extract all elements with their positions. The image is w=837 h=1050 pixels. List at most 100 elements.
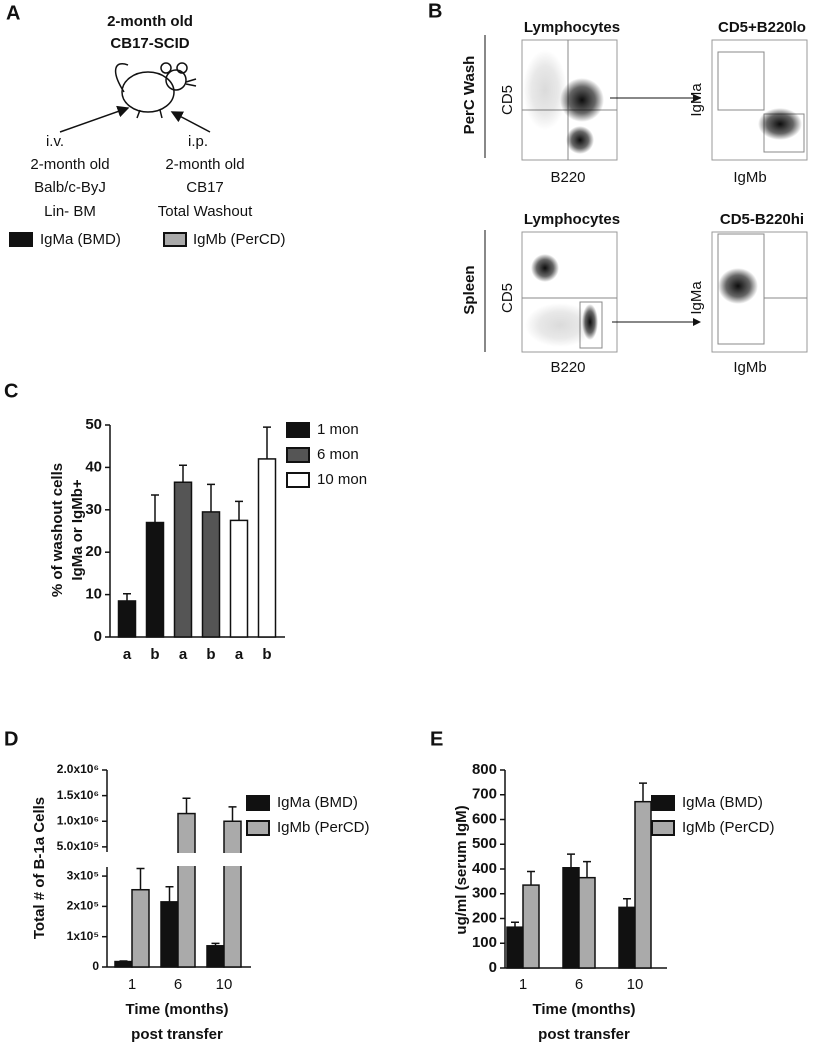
y-tick-label: 5.0x10⁵ (57, 839, 99, 853)
cell-cluster (718, 268, 758, 304)
plot-frame (521, 39, 618, 161)
panel-a: 2-month old CB17-SCID i.v. 2-month old B… (9, 13, 286, 248)
y-tick-label: 100 (472, 934, 497, 951)
donor: Total Washout (158, 203, 253, 220)
arrow (59, 105, 130, 133)
y-label: CD5 (499, 85, 516, 115)
y-tick-label: 500 (472, 835, 497, 852)
cell-cluster (525, 303, 595, 347)
legend-label: IgMa (BMD) (40, 231, 121, 248)
bar (257, 458, 277, 638)
bar (522, 884, 540, 969)
bar (578, 876, 596, 969)
error-bar (207, 483, 215, 512)
panel-letter: E (430, 728, 443, 750)
donor: 2-month old (165, 156, 244, 173)
cell-cluster (531, 254, 559, 282)
y-tick-label: 800 (472, 761, 497, 778)
panel-letter: D (4, 728, 18, 750)
bar (173, 481, 193, 638)
legend-swatch (286, 422, 310, 438)
x-label: B220 (550, 169, 585, 186)
recipient: 2-month old (107, 13, 193, 30)
x-tick-label: 6 (575, 976, 583, 993)
x-tick-label: a (179, 646, 188, 663)
panel-letter: B (428, 0, 442, 22)
y-tick-label: 700 (472, 786, 497, 803)
legend-swatch (286, 447, 310, 463)
error-bar (263, 426, 271, 459)
plot-frame (711, 39, 808, 161)
donor: CB17 (186, 179, 224, 196)
bar (131, 888, 150, 968)
route: i.p. (188, 133, 208, 150)
bar (206, 945, 225, 968)
x-tick-label: b (150, 646, 159, 663)
mouse-drawing (114, 62, 197, 119)
plot-frame (711, 231, 808, 353)
x-tick-label: a (123, 646, 132, 663)
cell-cluster (523, 50, 567, 130)
error-bar (136, 867, 145, 890)
error-bar (235, 500, 243, 521)
x-tick-label: 1 (519, 976, 527, 993)
error-bar (165, 885, 174, 902)
legend-swatch (246, 820, 270, 836)
legend-label: IgMb (PerCD) (682, 819, 775, 836)
y-axis-label: IgMa or IgMb+ (69, 479, 86, 580)
y-tick-label: 30 (85, 501, 102, 518)
y-axis-label: Total # of B-1a Cells (31, 797, 48, 939)
bar (201, 511, 221, 638)
bar (618, 906, 636, 969)
x-axis-label: Time (months) (532, 1001, 635, 1018)
y-tick-label: 0 (489, 959, 497, 976)
legend-swatch (163, 232, 187, 247)
y-tick-label: 0 (92, 959, 99, 973)
legend-label: IgMa (BMD) (682, 794, 763, 811)
legend-swatch (286, 472, 310, 488)
gate (717, 51, 765, 111)
y-axis-label: % of washout cells (49, 463, 66, 597)
y-tick-label: 1x10⁵ (67, 929, 99, 943)
x-axis-label: post transfer (131, 1026, 223, 1043)
error-bar (179, 464, 187, 483)
legend-label: IgMb (PerCD) (193, 231, 286, 248)
x-tick-label: 10 (627, 976, 644, 993)
legend-label: 1 mon (317, 421, 359, 438)
legend-swatch (651, 795, 675, 811)
error-bar (151, 494, 159, 523)
route: i.v. (46, 133, 64, 150)
bar (145, 521, 165, 638)
error-bar (228, 806, 237, 822)
bar (160, 901, 179, 968)
y-tick-label: 1.5x10⁶ (57, 788, 99, 802)
y-tick-label: 40 (85, 458, 102, 475)
y-tick-label: 1.0x10⁶ (57, 813, 99, 827)
x-tick-label: b (262, 646, 271, 663)
row-label: Spleen (461, 265, 478, 314)
donor: 2-month old (30, 156, 109, 173)
legend-swatch (651, 820, 675, 836)
y-label: CD5 (499, 283, 516, 313)
y-tick-label: 20 (85, 543, 102, 560)
y-tick-label: 2.0x10⁶ (57, 762, 99, 776)
x-tick-label: 1 (128, 976, 136, 993)
legend-swatch (9, 232, 33, 247)
y-label: IgMa (688, 83, 705, 117)
x-label: IgMb (733, 359, 766, 376)
bar (117, 600, 137, 638)
legend-label: IgMb (PerCD) (277, 819, 370, 836)
y-tick-label: 600 (472, 810, 497, 827)
error-bar (527, 870, 535, 886)
x-tick-label: 10 (216, 976, 233, 993)
y-label: IgMa (688, 281, 705, 315)
y-tick-label: 200 (472, 909, 497, 926)
x-tick-label: 6 (174, 976, 182, 993)
error-bar (182, 797, 191, 814)
legend-swatch (246, 795, 270, 811)
donor: Lin- BM (44, 203, 96, 220)
cell-cluster (566, 126, 594, 154)
plot-title: CD5+B220lo (718, 19, 806, 36)
x-tick-label: a (235, 646, 244, 663)
